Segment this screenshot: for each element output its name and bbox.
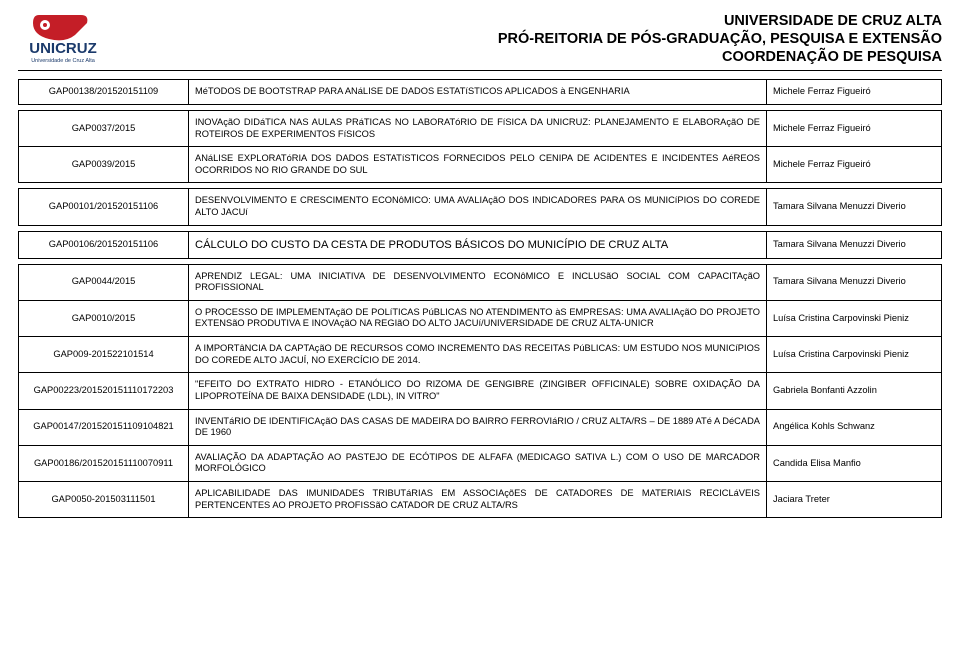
- project-code: GAP0010/2015: [19, 300, 189, 336]
- page-header: UNICRUZ Universidade de Cruz Alta UNIVER…: [18, 12, 942, 66]
- project-author: Luísa Cristina Carpovinski Pieniz: [767, 300, 942, 336]
- project-author: Jaciara Treter: [767, 481, 942, 517]
- project-author: Michele Ferraz Figueiró: [767, 110, 942, 146]
- project-author: Tamara Silvana Menuzzi Diverio: [767, 189, 942, 225]
- table-row: GAP00223/201520151110172203"EFEITO DO EX…: [19, 373, 942, 409]
- project-code: GAP00186/201520151110070911: [19, 445, 189, 481]
- project-author: Michele Ferraz Figueiró: [767, 147, 942, 183]
- table-row: GAP0037/2015INOVAçãO DIDáTICA NAS AULAS …: [19, 110, 942, 146]
- table-row: GAP0050-201503111501APLICABILIDADE DAS I…: [19, 481, 942, 517]
- table-row: GAP00147/201520151109104821INVENTáRIO DE…: [19, 409, 942, 445]
- logo-sub: Universidade de Cruz Alta: [31, 58, 96, 64]
- header-university: UNIVERSIDADE DE CRUZ ALTA: [108, 12, 942, 30]
- project-code: GAP0037/2015: [19, 110, 189, 146]
- table-row: GAP0044/2015APRENDIZ LEGAL: UMA INICIATI…: [19, 264, 942, 300]
- project-title: "EFEITO DO EXTRATO HIDRO - ETANÓLICO DO …: [189, 373, 767, 409]
- header-coordination: COORDENAÇÃO DE PESQUISA: [108, 48, 942, 66]
- table-row: GAP0039/2015ANáLISE EXPLORATóRIA DOS DAD…: [19, 147, 942, 183]
- project-title: AVALIAÇÃO DA ADAPTAÇÃO AO PASTEJO DE ECÓ…: [189, 445, 767, 481]
- project-code: GAP009-201522101514: [19, 337, 189, 373]
- project-code: GAP00101/201520151106: [19, 189, 189, 225]
- project-title: ANáLISE EXPLORATóRIA DOS DADOS ESTATíSTI…: [189, 147, 767, 183]
- project-author: Michele Ferraz Figueiró: [767, 80, 942, 105]
- table-row: GAP00101/201520151106DESENVOLVIMENTO E C…: [19, 189, 942, 225]
- logo-text: UNICRUZ: [29, 40, 97, 57]
- header-department: PRÓ-REITORIA DE PÓS-GRADUAÇÃO, PESQUISA …: [108, 30, 942, 48]
- projects-table: GAP00138/201520151109MéTODOS DE BOOTSTRA…: [18, 79, 942, 518]
- project-code: GAP00147/201520151109104821: [19, 409, 189, 445]
- project-author: Tamara Silvana Menuzzi Diverio: [767, 231, 942, 258]
- project-title: A IMPORTâNCIA DA CAPTAçãO DE RECURSOS CO…: [189, 337, 767, 373]
- project-author: Candida Elisa Manfio: [767, 445, 942, 481]
- project-title: INVENTáRIO DE IDENTIFICAçãO DAS CASAS DE…: [189, 409, 767, 445]
- project-code: GAP0044/2015: [19, 264, 189, 300]
- project-author: Luísa Cristina Carpovinski Pieniz: [767, 337, 942, 373]
- project-title: O PROCESSO DE IMPLEMENTAçãO DE POLíTICAS…: [189, 300, 767, 336]
- project-author: Angélica Kohls Schwanz: [767, 409, 942, 445]
- project-code: GAP0050-201503111501: [19, 481, 189, 517]
- table-row: GAP00106/201520151106CÁLCULO DO CUSTO DA…: [19, 231, 942, 258]
- project-title: APRENDIZ LEGAL: UMA INICIATIVA DE DESENV…: [189, 264, 767, 300]
- project-code: GAP00223/201520151110172203: [19, 373, 189, 409]
- logo: UNICRUZ Universidade de Cruz Alta: [18, 12, 108, 66]
- header-rule: [18, 70, 942, 71]
- project-title: MéTODOS DE BOOTSTRAP PARA ANáLISE DE DAD…: [189, 80, 767, 105]
- project-code: GAP00106/201520151106: [19, 231, 189, 258]
- project-author: Gabriela Bonfanti Azzolin: [767, 373, 942, 409]
- project-title: CÁLCULO DO CUSTO DA CESTA DE PRODUTOS BÁ…: [189, 231, 767, 258]
- project-author: Tamara Silvana Menuzzi Diverio: [767, 264, 942, 300]
- table-row: GAP00138/201520151109MéTODOS DE BOOTSTRA…: [19, 80, 942, 105]
- project-title: APLICABILIDADE DAS IMUNIDADES TRIBUTáRIA…: [189, 481, 767, 517]
- project-code: GAP00138/201520151109: [19, 80, 189, 105]
- table-row: GAP0010/2015O PROCESSO DE IMPLEMENTAçãO …: [19, 300, 942, 336]
- project-code: GAP0039/2015: [19, 147, 189, 183]
- project-title: INOVAçãO DIDáTICA NAS AULAS PRáTICAS NO …: [189, 110, 767, 146]
- table-row: GAP009-201522101514A IMPORTâNCIA DA CAPT…: [19, 337, 942, 373]
- project-title: DESENVOLVIMENTO E CRESCIMENTO ECONôMICO:…: [189, 189, 767, 225]
- table-row: GAP00186/201520151110070911AVALIAÇÃO DA …: [19, 445, 942, 481]
